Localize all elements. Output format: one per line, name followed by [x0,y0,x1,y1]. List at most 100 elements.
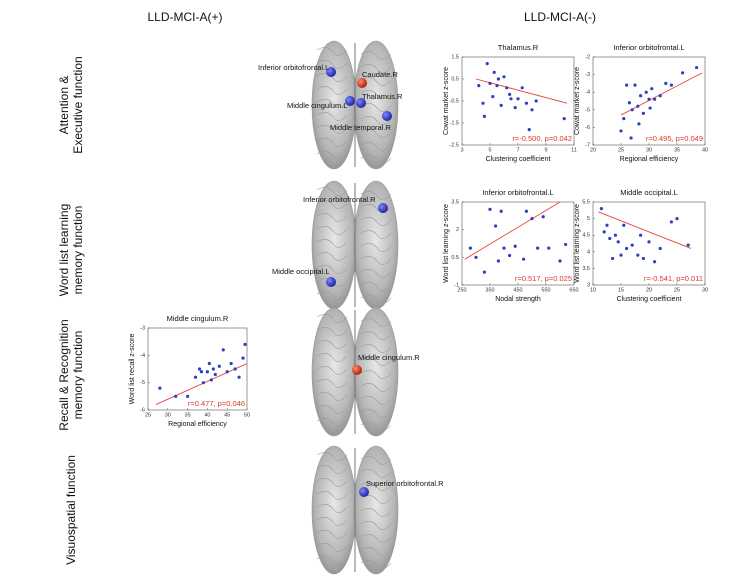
data-point [502,246,506,250]
fit-line [464,201,561,260]
gyrus [316,465,348,474]
x-axis-label: Regional efficiency [168,421,227,428]
gyrus [360,547,392,556]
node-label: Superior orbitofrontal.R [366,479,444,488]
y-tick-label: -6 [140,407,145,413]
data-point [669,83,674,87]
data-point [611,256,615,261]
gyrus [316,138,348,147]
fit-line [598,211,692,249]
data-point [217,364,221,368]
data-point [496,259,500,263]
data-point [505,86,509,90]
data-point [622,117,626,121]
y-tick-label: 4.5 [582,233,590,239]
data-point [482,270,486,274]
brain-node [356,98,366,108]
gyrus [360,155,392,164]
data-point [496,77,500,81]
gyrus [360,142,392,151]
x-tick-label: 3 [460,147,463,153]
data-point [520,86,524,90]
data-point [499,103,503,107]
data-point [681,71,685,75]
data-point [213,372,217,377]
data-point [648,106,652,110]
row-label-line: Attention & [57,76,71,135]
gyrus [316,213,348,222]
data-point [209,378,213,382]
x-tick-label: 30 [165,412,171,418]
node-label: Middle cingulum.L [287,101,347,110]
brain-node [382,111,392,121]
data-point [639,233,643,237]
data-point [639,94,643,98]
stat-annotation: r=0.477, p=0.046 [188,399,245,408]
group-header: LLD-MCI-A(+) [147,10,222,24]
node-label: Caudate.R [362,70,398,79]
data-point [647,240,651,244]
data-point [516,97,520,101]
gyrus [316,239,348,248]
x-tick-label: 11 [571,147,577,153]
data-point [564,242,568,247]
gyrus [360,508,392,517]
data-point [619,253,623,257]
data-point [488,81,492,85]
x-tick-label: 25 [674,287,680,293]
data-point [686,243,690,247]
x-tick-label: 350 [485,287,494,293]
data-point [536,246,540,250]
gyrus [316,340,348,349]
gyrus [316,491,348,500]
gyrus [316,86,348,95]
plot-title: Middle cingulum.R [167,314,229,323]
gyrus [316,314,348,323]
gyrus [360,318,392,327]
group-header: LLD-MCI-A(-) [524,10,596,24]
x-tick-label: 10 [590,287,596,293]
gyrus [360,90,392,99]
data-point [653,97,657,101]
y-tick-label: 4 [587,249,590,255]
gyrus [360,469,392,478]
y-axis-label: Cowat market z-score [443,67,450,135]
gyrus [360,269,392,278]
gyrus [316,418,348,427]
row-label-line: Recall & Recognition [57,319,71,430]
x-tick-label: 50 [244,412,250,418]
node-label: Middle cingulum.R [358,353,420,362]
data-point [229,361,233,366]
gyrus [360,295,392,304]
y-tick-label: 5.5 [582,199,590,205]
data-point [524,209,529,213]
gyrus [316,504,348,513]
data-point [207,361,211,366]
data-point [211,367,215,371]
y-axis-label: Cowat market z-score [574,67,581,135]
x-tick-label: 7 [516,147,519,153]
data-point [630,108,634,112]
node-label: Inferior orbitofrontal.L [258,63,329,72]
data-point [599,207,604,211]
x-tick-label: 550 [541,287,550,293]
y-tick-label: 3.5 [451,199,459,205]
y-tick-label: 0.5 [451,76,459,82]
data-point [243,342,247,346]
data-point [508,253,512,258]
data-point [474,255,478,259]
x-tick-label: 9 [544,147,547,153]
fit-line [155,363,248,405]
gyrus [316,556,348,565]
hemisphere [353,40,399,170]
brain [311,40,399,170]
gyrus [316,405,348,414]
row-label-line: memory function [71,206,85,295]
y-tick-label: -1.5 [450,120,459,126]
y-tick-label: -2.5 [450,142,459,148]
gyrus [360,456,392,465]
gyrus [316,478,348,487]
data-point [502,75,506,79]
gyrus [316,60,348,69]
x-tick-label: 250 [457,287,466,293]
